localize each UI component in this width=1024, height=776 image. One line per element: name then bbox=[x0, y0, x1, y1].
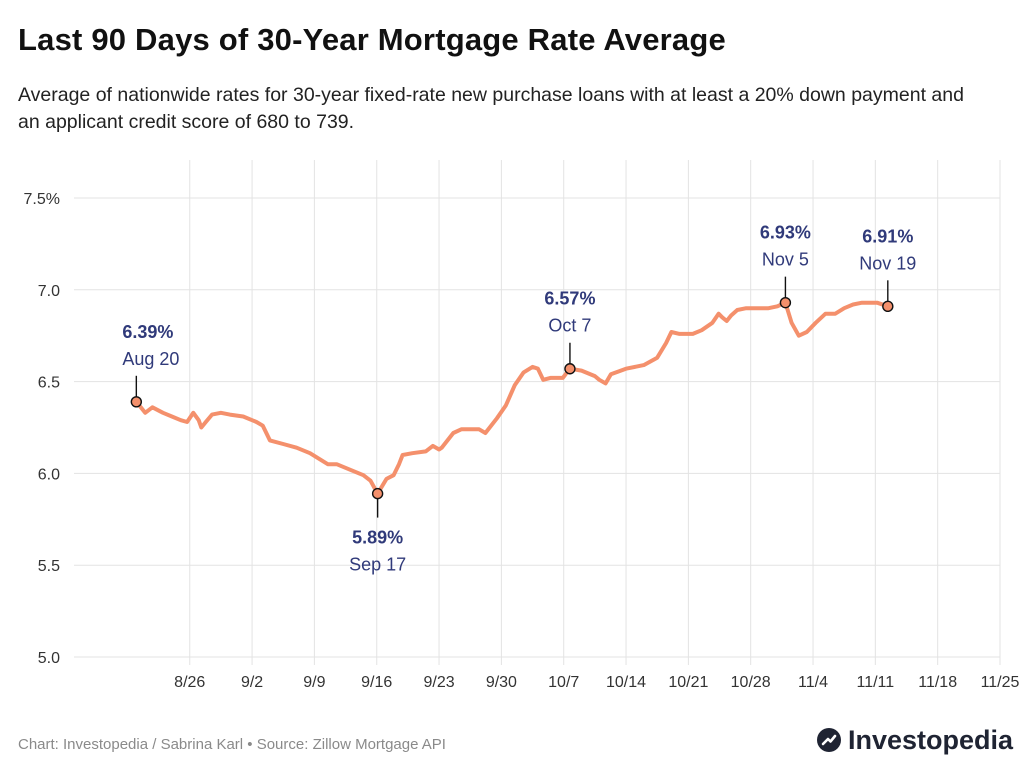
annotation: 6.93% Nov 5 bbox=[760, 223, 811, 309]
data-point-marker bbox=[882, 300, 894, 313]
annotation-date: Oct 7 bbox=[548, 316, 591, 336]
annotation-value: 5.89% bbox=[352, 528, 403, 548]
annotation-date: Nov 5 bbox=[762, 250, 809, 270]
y-tick-label: 5.5 bbox=[38, 558, 60, 575]
annotation-date: Sep 17 bbox=[349, 555, 406, 575]
gridlines bbox=[74, 160, 1001, 665]
x-tick-label: 9/2 bbox=[241, 674, 263, 691]
annotation-value: 6.39% bbox=[122, 322, 173, 342]
series-line bbox=[134, 300, 890, 496]
annotation-value: 6.91% bbox=[862, 226, 913, 246]
x-tick-label: 10/7 bbox=[548, 674, 579, 691]
brand-logo: Investopedia bbox=[816, 724, 1013, 756]
annotation-date: Aug 20 bbox=[122, 349, 179, 369]
x-tick-label: 11/25 bbox=[981, 674, 1020, 691]
brand-name: Investopedia bbox=[848, 724, 1014, 755]
y-tick-label: 6.5 bbox=[38, 375, 60, 392]
annotation: 6.91% Nov 19 bbox=[859, 226, 916, 313]
x-axis: 8/26 9/2 9/9 9/16 9/23 9/30 10/7 10/14 10/21 10/2… bbox=[174, 674, 1019, 691]
x-tick-label: 9/30 bbox=[486, 674, 517, 691]
source-credit: Chart: Investopedia / Sabrina Karl • Sou… bbox=[18, 736, 446, 753]
x-tick-label: 10/28 bbox=[731, 674, 771, 691]
annotation: 6.39% Aug 20 bbox=[122, 322, 179, 408]
annotation-date: Nov 19 bbox=[859, 253, 916, 273]
data-point-marker bbox=[130, 396, 143, 408]
annotations: 6.39% Aug 20 5.89% Sep 17 6.57% Oct 7 6.93% Nov… bbox=[122, 223, 916, 575]
x-tick-label: 10/21 bbox=[668, 674, 708, 691]
data-point-marker bbox=[371, 487, 384, 500]
series-layer bbox=[134, 300, 890, 496]
chart-title: Last 90 Days of 30-Year Mortgage Rate Av… bbox=[18, 22, 726, 57]
annotation: 5.89% Sep 17 bbox=[349, 487, 406, 575]
y-axis: 5.0 5.5 6.0 6.5 7.0 7.5% bbox=[24, 191, 61, 667]
x-tick-label: 10/14 bbox=[606, 674, 646, 691]
data-point-marker bbox=[779, 296, 792, 309]
x-tick-label: 11/11 bbox=[857, 674, 895, 691]
data-point-marker bbox=[564, 363, 576, 375]
y-tick-label: 7.5% bbox=[24, 191, 60, 208]
x-tick-label: 11/4 bbox=[798, 674, 828, 691]
x-tick-label: 8/26 bbox=[174, 674, 205, 691]
x-tick-label: 11/18 bbox=[918, 674, 957, 691]
y-tick-label: 6.0 bbox=[38, 466, 60, 483]
x-tick-label: 9/23 bbox=[423, 674, 454, 691]
investopedia-logo-icon bbox=[817, 728, 841, 752]
annotation: 6.57% Oct 7 bbox=[544, 289, 595, 375]
annotation-value: 6.57% bbox=[544, 289, 595, 309]
chart-subtitle: Average of nationwide rates for 30-year … bbox=[18, 84, 964, 133]
y-tick-label: 5.0 bbox=[38, 650, 60, 667]
y-tick-label: 7.0 bbox=[38, 283, 60, 300]
x-tick-label: 9/9 bbox=[303, 674, 325, 691]
x-tick-label: 9/16 bbox=[361, 674, 392, 691]
annotation-value: 6.93% bbox=[760, 223, 811, 243]
